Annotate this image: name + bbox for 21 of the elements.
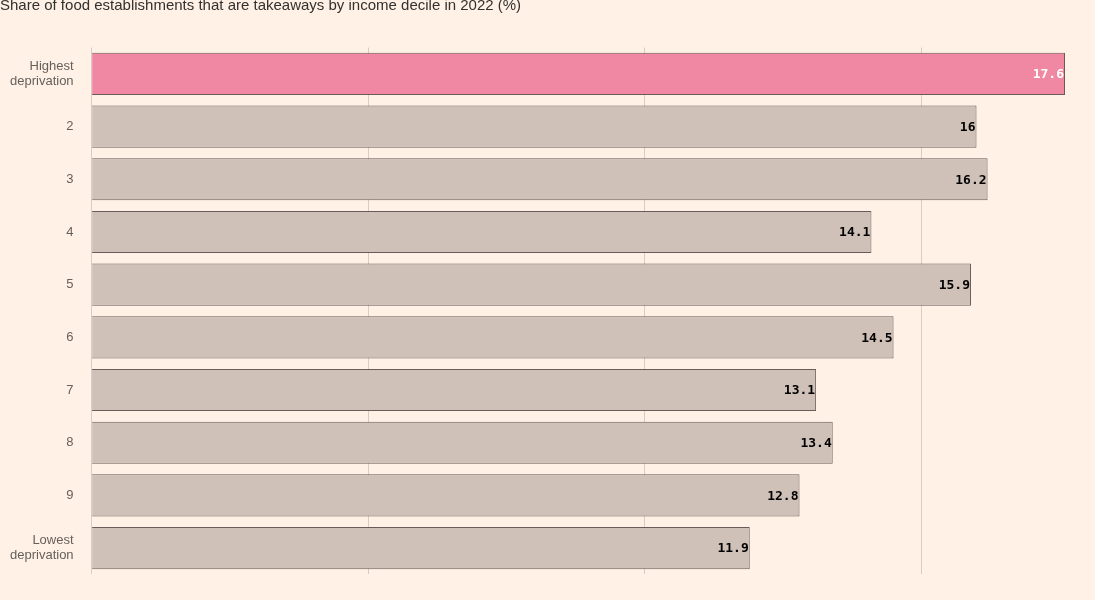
y-tick-label: 7 — [66, 381, 74, 397]
data-label: 14.5 — [861, 329, 893, 345]
y-tick-label: 3 — [66, 170, 74, 186]
y-tick-label: 8 — [66, 434, 74, 450]
chart-title: Share of food establishments that are takeaways by income decile in 2022 (%) — [0, 0, 522, 13]
y-tick-label: 2 — [66, 118, 74, 134]
y-tick-label: 5 — [66, 276, 74, 292]
data-label: 14.1 — [839, 224, 871, 240]
y-tick-label: 9 — [66, 486, 74, 502]
data-label: 16 — [959, 119, 976, 134]
data-label: 13.1 — [783, 382, 816, 398]
data-label: 11.9 — [717, 540, 749, 556]
y-tick-label: 4 — [66, 223, 74, 239]
data-label: 12.8 — [767, 487, 799, 503]
y-tick-label: Lowest deprivation — [9, 531, 74, 563]
data-label: 16.2 — [955, 171, 987, 187]
data-label: 13.4 — [800, 435, 832, 451]
y-tick-label: Highest deprivation — [9, 57, 74, 89]
y-tick-label: 6 — [66, 328, 74, 344]
data-label: 15.9 — [938, 277, 970, 293]
data-label: 17.6 — [1032, 66, 1065, 82]
